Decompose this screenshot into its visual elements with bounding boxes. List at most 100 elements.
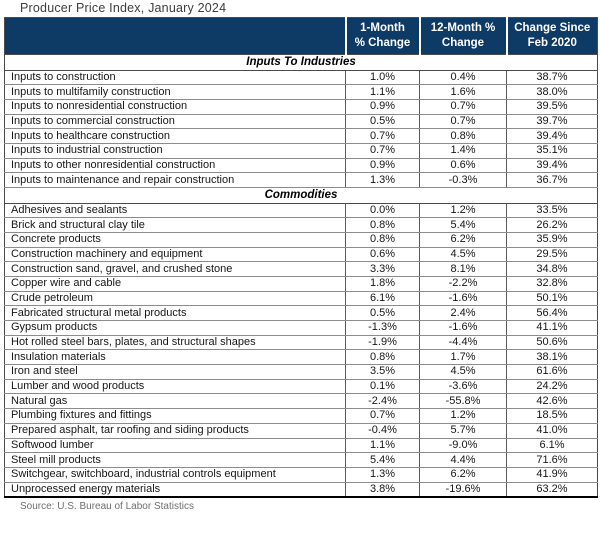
row-value: 42.6% <box>506 393 598 410</box>
row-value: 0.1% <box>345 379 420 395</box>
row-value: 39.4% <box>506 128 598 144</box>
row-label: Inputs to healthcare construction <box>4 128 346 144</box>
row-value: 63.2% <box>506 482 598 498</box>
row-value: 3.3% <box>345 261 420 277</box>
row-value: 33.5% <box>506 203 598 219</box>
row-label: Crude petroleum <box>4 291 346 307</box>
table-row: Steel mill products 5.4% 4.4% 71.6% <box>4 452 598 468</box>
row-label: Concrete products <box>4 232 346 248</box>
source-note: Source: U.S. Bureau of Labor Statistics <box>20 500 194 512</box>
row-value: -9.0% <box>419 438 507 454</box>
row-label: Inputs to commercial construction <box>4 114 346 130</box>
row-value: 0.7% <box>345 408 420 424</box>
row-label: Steel mill products <box>4 452 346 468</box>
row-value: 34.8% <box>506 261 598 277</box>
row-value: 0.9% <box>345 158 420 174</box>
row-value: 29.5% <box>506 247 598 263</box>
row-value: 1.2% <box>419 203 507 219</box>
row-value: 2.4% <box>419 305 507 321</box>
col-header-1-month-line1: 1-Month <box>360 22 405 35</box>
col-header-12-month: 12-Month % Change <box>418 17 507 55</box>
row-value: 0.8% <box>345 349 420 366</box>
table-header: 1-Month % Change 12-Month % Change Chang… <box>4 17 598 55</box>
table-row: Copper wire and cable 1.8% -2.2% 32.8% <box>4 276 598 292</box>
row-value: 8.1% <box>419 261 507 277</box>
row-label: Adhesives and sealants <box>4 203 346 219</box>
row-value: -0.3% <box>419 172 507 188</box>
table-row: Crude petroleum 6.1% -1.6% 50.1% <box>4 291 598 307</box>
row-value: 0.4% <box>419 70 507 86</box>
ppi-table: 1-Month % Change 12-Month % Change Chang… <box>4 17 598 498</box>
row-value: 39.4% <box>506 158 598 174</box>
row-label: Inputs to nonresidential construction <box>4 99 346 115</box>
col-header-12-month-line2: Change <box>441 37 485 49</box>
row-value: 0.7% <box>345 143 420 159</box>
row-value: 0.5% <box>345 305 420 321</box>
row-value: 71.6% <box>506 452 598 468</box>
row-value: 3.8% <box>345 482 420 498</box>
row-value: 0.8% <box>419 128 507 144</box>
row-value: 24.2% <box>506 379 598 395</box>
row-value: 1.3% <box>345 467 420 483</box>
section-row: Inputs To Industries <box>4 54 598 71</box>
row-value: 0.8% <box>345 217 420 233</box>
row-value: 5.4% <box>419 217 507 233</box>
table-row: Inputs to industrial construction 0.7% 1… <box>4 143 598 159</box>
row-value: 0.6% <box>345 247 420 263</box>
row-value: -55.8% <box>419 393 507 410</box>
table-row: Inputs to nonresidential construction 0.… <box>4 99 598 115</box>
row-value: -1.9% <box>345 335 420 351</box>
row-value: 1.2% <box>419 408 507 424</box>
row-label: Insulation materials <box>4 349 346 366</box>
table-row: Inputs to healthcare construction 0.7% 0… <box>4 128 598 144</box>
row-value: 0.6% <box>419 158 507 174</box>
row-value: 38.0% <box>506 84 598 100</box>
row-value: 0.8% <box>345 232 420 248</box>
row-value: -4.4% <box>419 335 507 351</box>
row-value: 4.5% <box>419 364 507 380</box>
row-value: 5.7% <box>419 423 507 439</box>
row-value: 18.5% <box>506 408 598 424</box>
table-row: Fabricated structural metal products 0.5… <box>4 305 598 321</box>
table-row: Iron and steel 3.5% 4.5% 61.6% <box>4 364 598 380</box>
row-value: 1.8% <box>345 276 420 292</box>
row-label: Inputs to other nonresidential construct… <box>4 158 346 174</box>
row-label: Inputs to multifamily construction <box>4 84 346 100</box>
table-row: Hot rolled steel bars, plates, and struc… <box>4 335 598 351</box>
row-value: 6.2% <box>419 232 507 248</box>
row-label: Natural gas <box>4 393 346 410</box>
table-row: Softwood lumber 1.1% -9.0% 6.1% <box>4 438 598 454</box>
table-row: Prepared asphalt, tar roofing and siding… <box>4 423 598 439</box>
row-value: 41.1% <box>506 320 598 336</box>
row-label: Construction sand, gravel, and crushed s… <box>4 261 346 277</box>
row-label: Plumbing fixtures and fittings <box>4 408 346 424</box>
row-value: 32.8% <box>506 276 598 292</box>
section-label: Commodities <box>4 187 598 204</box>
row-value: 1.1% <box>345 84 420 100</box>
table-row: Concrete products 0.8% 6.2% 35.9% <box>4 232 598 248</box>
row-label: Switchgear, switchboard, industrial cont… <box>4 467 346 483</box>
row-value: 41.9% <box>506 467 598 483</box>
col-header-12-month-line1: 12-Month % <box>430 22 496 35</box>
table-row: Inputs to other nonresidential construct… <box>4 158 598 174</box>
row-value: -2.4% <box>345 393 420 410</box>
row-value: -3.6% <box>419 379 507 395</box>
row-label: Brick and structural clay tile <box>4 217 346 233</box>
row-value: -0.4% <box>345 423 420 439</box>
row-value: 0.9% <box>345 99 420 115</box>
table-row: Lumber and wood products 0.1% -3.6% 24.2… <box>4 379 598 395</box>
table-row: Plumbing fixtures and fittings 0.7% 1.2%… <box>4 408 598 424</box>
row-value: 0.5% <box>345 114 420 130</box>
row-label: Prepared asphalt, tar roofing and siding… <box>4 423 346 439</box>
row-label: Fabricated structural metal products <box>4 305 346 321</box>
section-row: Commodities <box>4 187 598 204</box>
row-value: 41.0% <box>506 423 598 439</box>
row-value: -2.2% <box>419 276 507 292</box>
row-value: -1.6% <box>419 291 507 307</box>
row-value: 1.7% <box>419 349 507 366</box>
table-row: Unprocessed energy materials 3.8% -19.6%… <box>4 482 598 498</box>
table-row: Brick and structural clay tile 0.8% 5.4%… <box>4 217 598 233</box>
row-label: Unprocessed energy materials <box>4 482 346 498</box>
table-row: Inputs to multifamily construction 1.1% … <box>4 84 598 100</box>
